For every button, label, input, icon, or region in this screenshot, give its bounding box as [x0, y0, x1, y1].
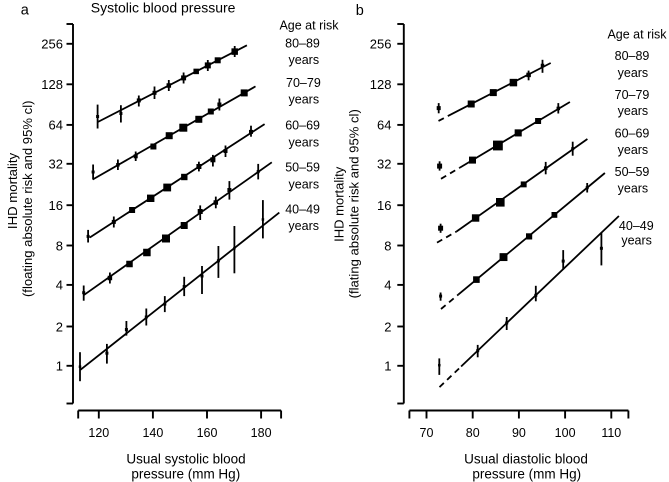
svg-text:32: 32 — [49, 157, 63, 172]
svg-text:years: years — [288, 219, 319, 233]
svg-text:pressure (mm Hg): pressure (mm Hg) — [472, 467, 581, 482]
svg-text:16: 16 — [377, 198, 391, 213]
svg-text:160: 160 — [197, 426, 218, 440]
svg-text:4: 4 — [384, 278, 391, 293]
svg-text:50–59: 50–59 — [615, 165, 650, 179]
svg-text:40–49: 40–49 — [285, 203, 320, 217]
svg-text:IHD mortality: IHD mortality — [332, 166, 347, 242]
svg-text:128: 128 — [370, 77, 392, 92]
svg-text:4: 4 — [56, 278, 63, 293]
svg-text:64: 64 — [49, 118, 63, 133]
svg-text:years: years — [618, 143, 649, 157]
svg-text:64: 64 — [377, 118, 391, 133]
svg-text:years: years — [618, 181, 649, 195]
svg-text:50–59: 50–59 — [285, 161, 320, 175]
svg-text:110: 110 — [601, 426, 621, 440]
svg-text:Systolic blood pressure: Systolic blood pressure — [91, 0, 236, 16]
svg-text:2: 2 — [56, 319, 63, 334]
svg-text:years: years — [621, 234, 652, 248]
svg-text:180: 180 — [251, 426, 272, 440]
svg-text:years: years — [289, 53, 320, 67]
svg-text:80–89: 80–89 — [285, 36, 320, 50]
svg-text:IHD mortality: IHD mortality — [5, 152, 20, 229]
svg-text:256: 256 — [370, 37, 392, 52]
svg-text:Usual systolic blood: Usual systolic blood — [126, 452, 245, 467]
svg-text:16: 16 — [49, 198, 63, 213]
svg-text:100: 100 — [555, 426, 576, 440]
svg-text:60–69: 60–69 — [615, 127, 650, 141]
svg-text:40–49: 40–49 — [619, 219, 654, 233]
svg-text:(floating absolute risk and 95: (floating absolute risk and 95% cl) — [20, 101, 35, 298]
svg-text:128: 128 — [41, 77, 63, 92]
svg-text:b: b — [356, 3, 364, 19]
svg-text:Age at risk: Age at risk — [607, 27, 667, 41]
svg-text:80: 80 — [466, 426, 480, 440]
svg-text:a: a — [21, 2, 30, 18]
svg-text:60–69: 60–69 — [285, 119, 320, 133]
svg-text:years: years — [289, 135, 320, 149]
svg-text:pressure (mm Hg): pressure (mm Hg) — [131, 467, 240, 482]
svg-text:70–79: 70–79 — [615, 88, 650, 102]
svg-text:140: 140 — [142, 426, 163, 440]
svg-text:70–79: 70–79 — [286, 76, 321, 90]
svg-text:Age at risk: Age at risk — [279, 19, 339, 33]
svg-text:1: 1 — [384, 359, 391, 374]
svg-text:2: 2 — [384, 319, 391, 334]
svg-text:8: 8 — [384, 238, 391, 253]
svg-text:90: 90 — [512, 426, 526, 440]
svg-text:120: 120 — [88, 426, 109, 440]
svg-text:80–89: 80–89 — [615, 49, 650, 63]
svg-text:years: years — [289, 93, 320, 107]
svg-text:years: years — [618, 66, 649, 80]
svg-text:256: 256 — [41, 37, 63, 52]
svg-text:1: 1 — [56, 359, 63, 374]
svg-text:8: 8 — [56, 238, 63, 253]
svg-text:years: years — [618, 104, 649, 118]
svg-text:70: 70 — [420, 426, 434, 440]
svg-text:Usual diastolic blood: Usual diastolic blood — [464, 452, 588, 467]
svg-text:(flating absolute risk and 95%: (flating absolute risk and 95% cl) — [346, 109, 361, 298]
svg-text:32: 32 — [377, 157, 391, 172]
svg-text:years: years — [289, 177, 320, 191]
